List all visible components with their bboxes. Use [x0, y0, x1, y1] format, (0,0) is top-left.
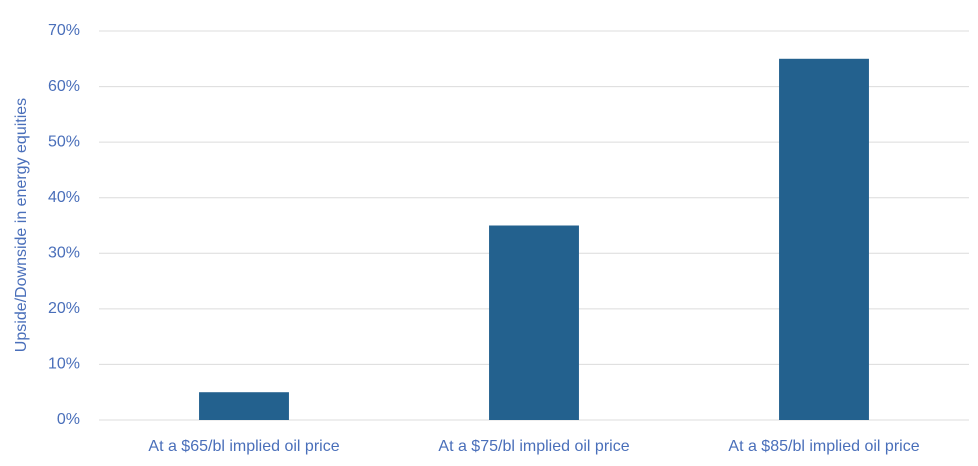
bar: [199, 392, 289, 420]
y-axis-title: Upside/Downside in energy equities: [13, 98, 30, 352]
y-tick-label: 30%: [48, 245, 80, 262]
x-tick-label: At a $85/bl implied oil price: [728, 438, 919, 455]
x-tick-label: At a $75/bl implied oil price: [438, 438, 629, 455]
y-tick-label: 20%: [48, 300, 80, 317]
y-tick-label: 60%: [48, 78, 80, 95]
y-tick-label: 0%: [57, 411, 80, 428]
y-tick-label: 50%: [48, 133, 80, 150]
bar: [489, 225, 579, 420]
y-tick-label: 40%: [48, 189, 80, 206]
y-tick-label: 10%: [48, 356, 80, 373]
bar: [779, 58, 869, 421]
x-tick-label: At a $65/bl implied oil price: [148, 438, 339, 455]
y-tick-label: 70%: [48, 22, 80, 39]
